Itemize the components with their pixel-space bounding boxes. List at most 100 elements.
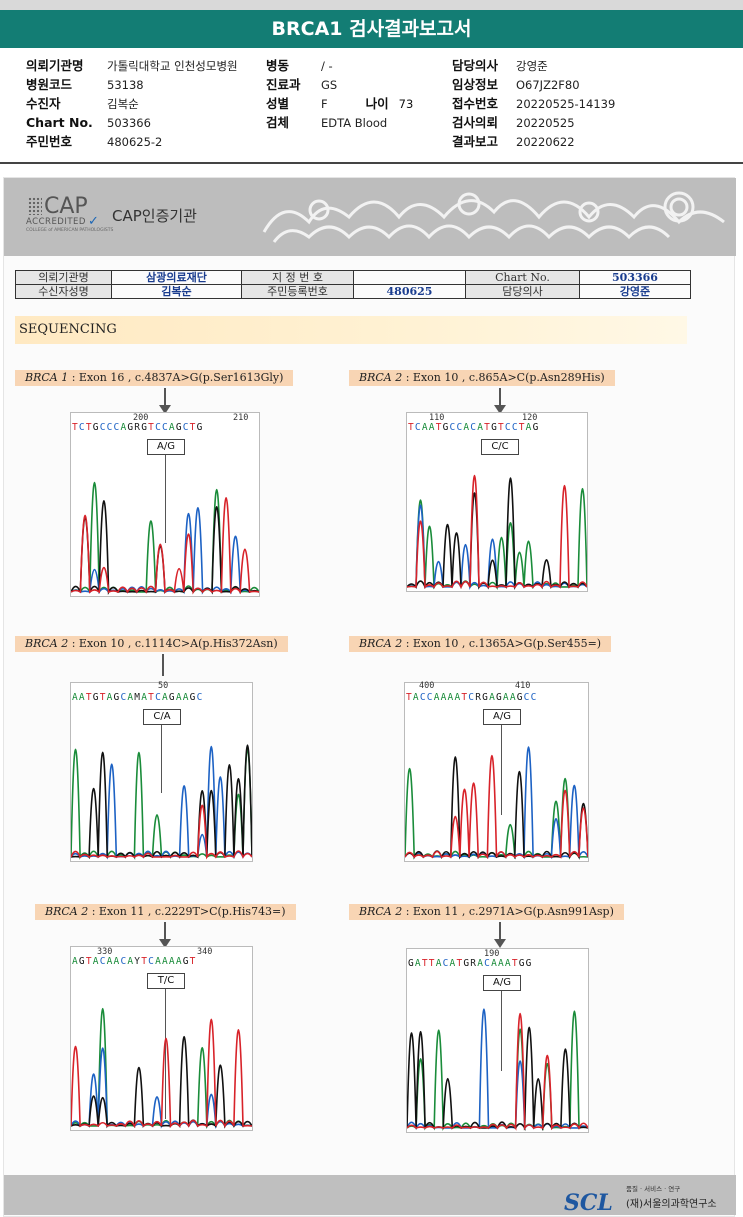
genotype-box: C/A [143,709,181,725]
field-label: 임상정보 [452,77,499,92]
chromatogram-trace [407,1008,588,1132]
base-calls: AGTACAACAYTCAAAAGT [72,956,197,967]
field-value: / - [321,59,333,73]
table-row: 의뢰기관명 삼광의료재단 지 정 번 호 Chart No. 503366 [15,270,691,285]
variant-description: : Exon 11 , c.2229T>C(p.His743=) [88,905,286,918]
field-label: 주민번호 [26,134,73,149]
footer-tagline: 품질 · 서비스 · 연구 [626,1185,681,1193]
variant-label: BRCA 2 : Exon 10 , c.1365A>G(p.Ser455=) [349,636,612,652]
field-label: 검체 [266,115,290,130]
variant-description: : Exon 10 , c.1114C>A(p.His372Asn) [68,637,278,650]
cloud-pattern-decoration [262,191,725,243]
genotype-box: T/C [147,973,185,989]
field-label: 수진자 [26,96,61,111]
trace-line [71,1035,252,1129]
variant-description: : Exon 10 , c.1365A>G(p.Ser455=) [402,637,602,650]
arrow-down-icon [159,939,171,948]
table-cell: 주민등록번호 [241,284,354,299]
table-row: 수신자성명 김복순 주민등록번호 480625 담당의사 강영준 [15,284,691,299]
arrow-shaft [164,922,166,940]
trace-line [407,474,587,590]
gene-name: BRCA 2 [25,637,69,650]
genotype-box: A/G [483,975,521,991]
arrow-shaft [164,388,166,406]
table-cell: 김복순 [111,284,242,299]
patient-info-table: 의뢰기관명 삼광의료재단 지 정 번 호 Chart No. 503366 수신… [15,270,691,299]
base-calls: GATTACATGRACAAATGG [408,958,533,969]
field-value: 강영준 [516,59,548,73]
chromatogram-trace [71,1007,252,1130]
report-title: BRCA1 검사결과보고서 [0,10,743,48]
field-label: Chart No. [26,115,93,130]
variant-description: : Exon 16 , c.4837A>G(p.Ser1613Gly) [68,371,284,384]
base-calls: TCAATGCCACATGTCCTAG [408,422,540,433]
position-marker: 400 [419,681,435,691]
trace-line [71,1047,252,1129]
field-value: 53138 [107,78,144,92]
variant-panel-1: BRCA 1 : Exon 16 , c.4837A>G(p.Ser1613Gl… [15,370,315,610]
position-marker: 340 [197,947,213,957]
top-strip [0,0,743,10]
gene-name: BRCA 2 [359,905,403,918]
field-value: 20220525-14139 [516,97,616,111]
table-cell: 담당의사 [465,284,580,299]
cap-dots-icon [28,197,42,215]
field-label: 담당의사 [452,58,499,73]
variant-pointer-line [501,725,502,815]
field-value: 503366 [107,116,151,130]
field-value: 20220622 [516,135,575,149]
variant-description: : Exon 10 , c.865A>C(p.Asn289His) [402,371,605,384]
variant-pointer-line [161,725,162,793]
variant-description: : Exon 11 , c.2971A>G(p.Asn991Asp) [402,905,614,918]
position-marker: 190 [484,949,500,959]
header-column-2: 병동 / - 진료과 GS 성별 F 나이 73 검체 EDTA Blood [266,56,413,132]
chromatogram: 200 210 TCTGCCCAGRGTCCAGCTG A/G [70,412,260,597]
chromatogram-trace [71,481,259,596]
field-label: 결과보고 [452,134,499,149]
variant-panel-2: BRCA 2 : Exon 10 , c.865A>C(p.Asn289His)… [349,370,649,610]
cap-logo: CAP ACCREDITED ✓ COLLEGE of AMERICAN PAT… [26,194,113,236]
variant-panel-5: BRCA 2 : Exon 11 , c.2229T>C(p.His743=) … [15,904,315,1144]
field-label: 진료과 [266,77,301,92]
chromatogram: 400 410 TACCAAAATCRGAGAAGCC A/G [404,681,589,862]
position-marker: 110 [429,413,445,423]
field-value: 20220525 [516,116,575,130]
field-label: 병동 [266,58,290,73]
gene-name: BRCA 2 [359,637,403,650]
chromatogram: 110 120 TCAATGCCACATGTCCTAG C/C [406,412,588,592]
position-marker: 210 [233,413,249,423]
genotype-box: A/G [147,439,185,455]
field-label: 병원코드 [26,77,73,92]
field-value: EDTA Blood [321,116,388,130]
cap-college-text: COLLEGE of AMERICAN PATHOLOGISTS [26,228,114,233]
variant-label: BRCA 2 : Exon 10 , c.865A>C(p.Asn289His) [349,370,615,386]
arrow-down-icon [494,405,506,414]
position-marker: 330 [97,947,113,957]
cap-logo-text: CAP [44,194,88,219]
chromatogram: 190 GATTACATGRACAAATGG A/G [406,948,589,1133]
genotype-box: C/C [481,439,519,455]
header-divider [0,162,743,164]
chromatogram-trace [71,744,252,861]
chromatogram: 50 AATGTAGCAMATCAGAAGC C/A [70,681,253,862]
scanned-report-page: CAP ACCREDITED ✓ COLLEGE of AMERICAN PAT… [3,177,736,1217]
footer-band: SCL 품질 · 서비스 · 연구 (재)서울의과학연구소 [4,1175,736,1216]
cap-banner: CAP ACCREDITED ✓ COLLEGE of AMERICAN PAT… [4,178,736,256]
variant-label: BRCA 2 : Exon 11 , c.2971A>G(p.Asn991Asp… [349,904,624,920]
table-cell: 강영준 [579,284,691,299]
trace-line [405,755,588,860]
variant-label: BRCA 2 : Exon 10 , c.1114C>A(p.His372Asn… [15,636,288,652]
trace-line [71,804,252,860]
chromatogram-trace [405,746,588,860]
table-cell: 480625 [353,284,466,299]
base-calls: TACCAAAATCRGAGAAGCC [406,692,538,703]
base-calls: TCTGCCCAGRGTCCAGCTG [72,422,204,433]
cap-accredited-text: ACCREDITED [26,217,86,227]
gene-name: BRCA 1 [25,371,69,384]
variant-pointer-line [165,455,166,543]
trace-line [71,744,252,860]
base-calls: AATGTAGCAMATCAGAAGC [72,692,204,703]
field-label: 성별 [266,96,290,111]
table-cell: 의뢰기관명 [15,270,112,285]
arrow-down-icon [159,405,171,414]
